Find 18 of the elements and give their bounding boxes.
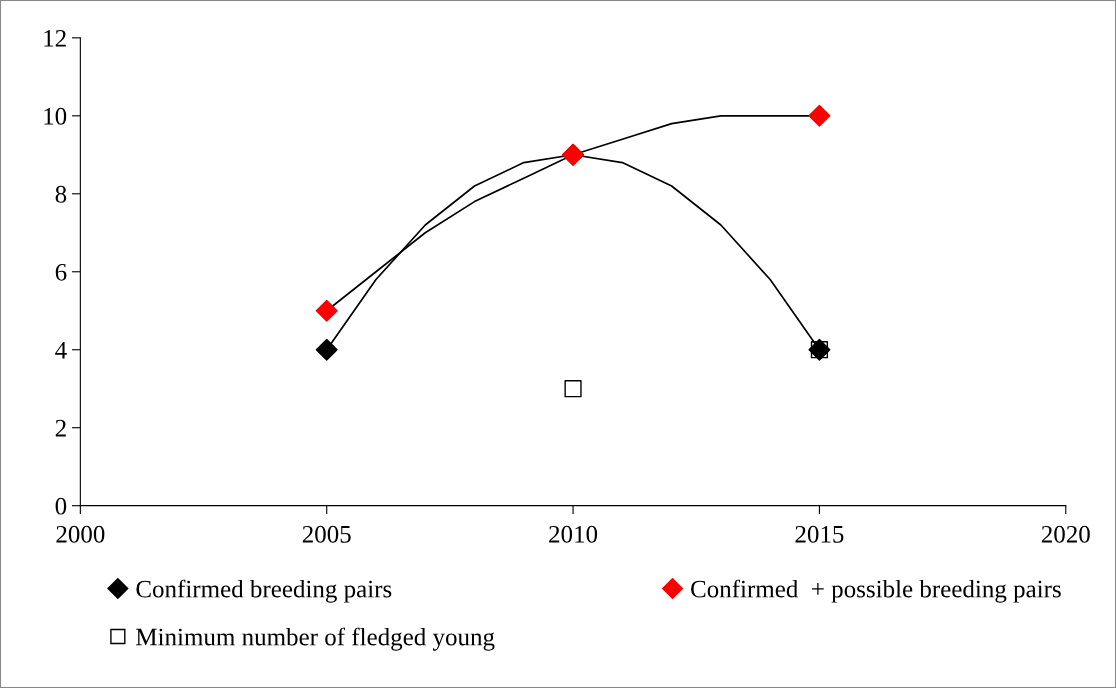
x-tick-label: 2015 [795, 525, 844, 543]
y-tick-label: 10 [44, 107, 67, 125]
point [315, 299, 338, 322]
point [808, 104, 831, 127]
y-tick-label: 2 [55, 419, 66, 437]
y-tick-label: 0 [55, 497, 67, 515]
x-tick-label: 2020 [1041, 525, 1090, 543]
y-tick-label: 8 [55, 185, 67, 203]
legend-label: Confirmed breeding pairs [136, 579, 392, 603]
y-tick-label: 6 [55, 263, 67, 281]
y-tick-label: 4 [55, 341, 67, 359]
legend-label: Minimum number of fledged young [136, 627, 495, 651]
x-tick-label: 2005 [302, 525, 351, 543]
point [315, 338, 338, 361]
legend-label: Confirmed + possible breeding pairs [691, 579, 1061, 603]
x-tick-label: 2010 [549, 525, 598, 543]
x-tick-label: 2000 [56, 525, 105, 543]
y-tick-label: 12 [44, 29, 66, 47]
